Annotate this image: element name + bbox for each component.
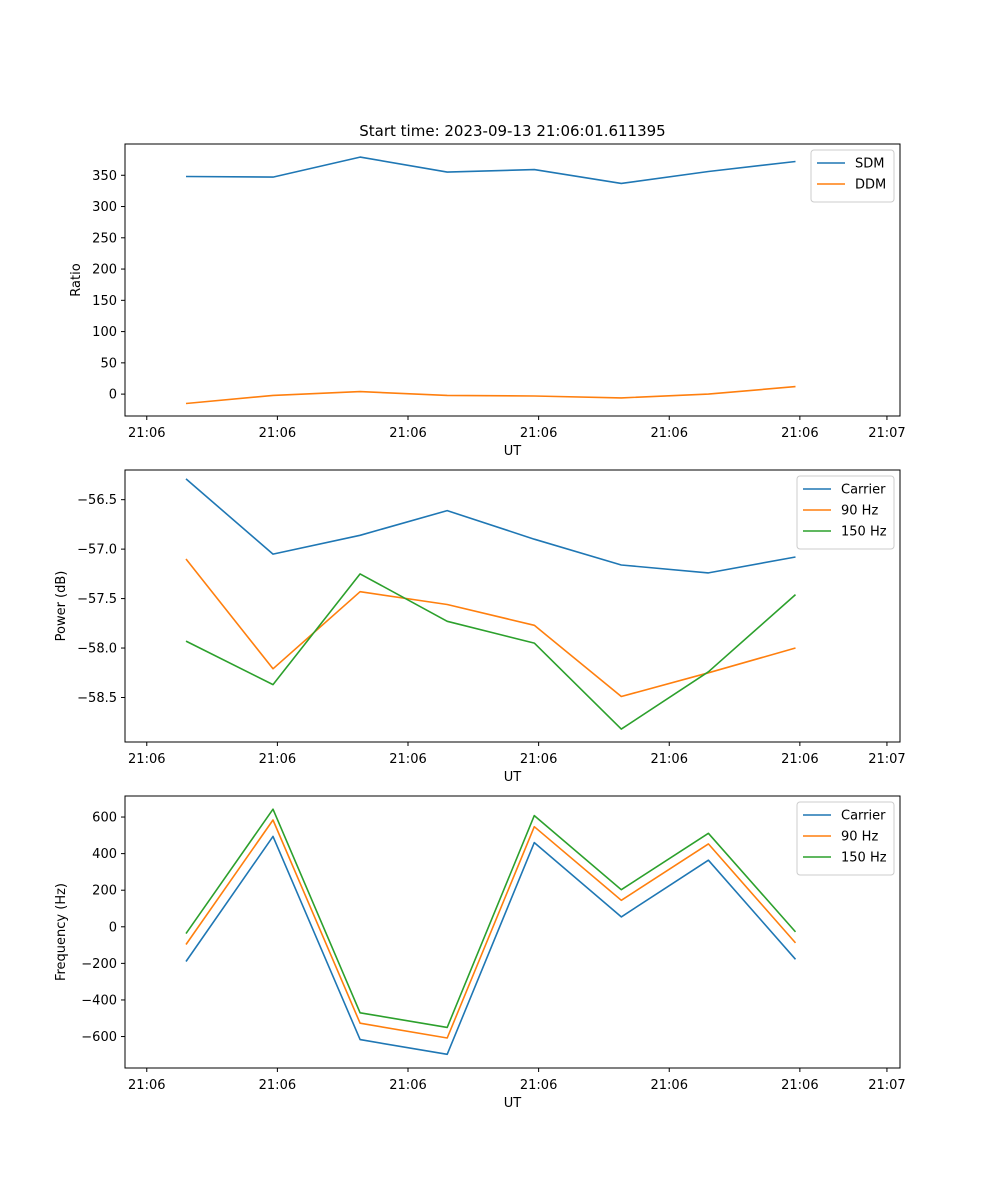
y-axis-label: Ratio [69,263,84,296]
y-tick-label: 350 [92,169,117,184]
x-tick-label: 21:06 [389,1078,426,1093]
y-tick-label: 300 [92,200,117,215]
y-tick-label: 200 [92,263,117,278]
legend-label: DDM [855,178,886,193]
y-tick-label: 400 [92,847,117,862]
x-tick-label: 21:06 [781,426,818,441]
legend: Carrier 90 Hz 150 Hz [797,802,894,875]
x-tick-label: 21:06 [128,1078,165,1093]
y-tick-label: −600 [81,1030,117,1045]
x-tick-label: 21:07 [868,426,905,441]
legend-label: Carrier [841,809,886,824]
x-tick-label: 21:06 [520,1078,557,1093]
legend-label: 90 Hz [841,504,878,519]
legend: SDM DDM [811,150,894,202]
x-tick-label: 21:06 [259,752,296,767]
x-tick-label: 21:06 [651,752,688,767]
x-tick-label: 21:06 [389,426,426,441]
legend-label: SDM [855,157,884,172]
x-axis-label: UT [504,444,522,459]
y-tick-label: 100 [92,325,117,340]
x-tick-label: 21:06 [520,752,557,767]
legend-label: Carrier [841,483,886,498]
legend-label: 90 Hz [841,830,878,845]
x-tick-label: 21:07 [868,752,905,767]
y-tick-label: −400 [81,993,117,1008]
y-tick-label: 0 [109,388,117,403]
legend-label: 150 Hz [841,525,887,540]
x-tick-label: 21:06 [651,1078,688,1093]
x-tick-label: 21:06 [259,1078,296,1093]
y-axis-label: Frequency (Hz) [54,883,69,981]
x-tick-label: 21:06 [259,426,296,441]
x-tick-label: 21:06 [520,426,557,441]
legend-label: 150 Hz [841,851,887,866]
y-tick-label: 200 [92,884,117,899]
y-tick-label: −58.0 [77,642,117,657]
y-tick-label: 0 [109,920,117,935]
x-tick-label: 21:06 [128,426,165,441]
y-tick-label: 600 [92,811,117,826]
x-axis-label: UT [504,1096,522,1111]
x-tick-label: 21:07 [868,1078,905,1093]
x-tick-label: 21:06 [651,426,688,441]
y-tick-label: −57.5 [77,592,117,607]
y-tick-label: −57.0 [77,543,117,558]
legend: Carrier 90 Hz 150 Hz [797,476,894,549]
y-tick-label: −200 [81,957,117,972]
y-tick-label: −58.5 [77,691,117,706]
y-axis-label: Power (dB) [54,571,69,642]
y-tick-label: −56.5 [77,493,117,508]
x-axis-label: UT [504,770,522,785]
y-tick-label: 250 [92,231,117,246]
figure-title: Start time: 2023-09-13 21:06:01.611395 [359,122,665,140]
y-tick-label: 50 [100,356,117,371]
x-tick-label: 21:06 [781,752,818,767]
x-tick-label: 21:06 [389,752,426,767]
y-tick-label: 150 [92,294,117,309]
x-tick-label: 21:06 [781,1078,818,1093]
x-tick-label: 21:06 [128,752,165,767]
